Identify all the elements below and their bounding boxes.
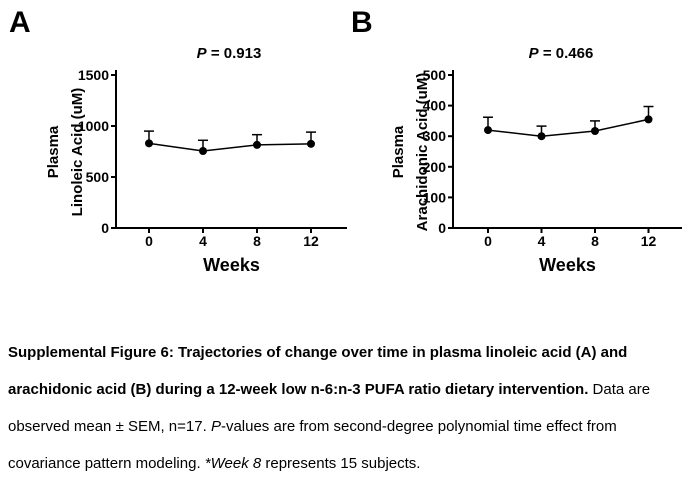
chart-a-plasma-linoleic-acid: P = 0.913 0 500 1000 1500 0 4 8 12 Weeks Plasma Lin…	[45, 45, 347, 275]
x-tick-label: 4	[199, 233, 207, 249]
data-point	[644, 115, 653, 124]
y-tick-label: 500	[86, 169, 110, 185]
caption-segment: *Week 8	[204, 455, 262, 472]
p-value-title: P = 0.466	[529, 45, 594, 62]
y-axis-title-line: Arachidonic Acid (uM)	[414, 73, 431, 232]
data-point	[537, 132, 546, 141]
y-tick-label: 0	[101, 220, 109, 236]
mean-line	[487, 118, 649, 137]
caption-segment: -values are from second-degree polynomia…	[220, 418, 617, 435]
y-tick-label: 200	[423, 159, 447, 175]
figure-caption: Supplemental Figure 6: Trajectories of c…	[8, 334, 698, 482]
panel-b: P = 0.466 0 100 200 300 400 500 0 4 8 12 Weeks Plasm…	[350, 0, 700, 300]
x-tick-label: 4	[538, 233, 546, 249]
panel-a: P = 0.913 0 500 1000 1500 0 4 8 12 Weeks Plasma Lin…	[0, 0, 350, 300]
caption-line: observed mean ± SEM, n=17. P-values are …	[8, 408, 698, 445]
data-point	[484, 126, 492, 135]
y-tick-label: 400	[423, 98, 447, 114]
y-axis-title-line: Linoleic Acid (uM)	[69, 88, 86, 217]
data-point	[307, 139, 315, 148]
x-tick-label: 12	[641, 233, 657, 249]
caption-segment: observed mean ± SEM, n=17.	[8, 418, 211, 435]
y-axis-title-line: Plasma	[45, 125, 62, 178]
caption-segment: P	[210, 418, 221, 435]
y-tick-label: 500	[423, 67, 447, 83]
p-value-title: P = 0.913	[197, 45, 262, 62]
x-axis-title: Weeks	[539, 255, 596, 275]
y-tick-label: 300	[423, 128, 447, 144]
x-tick-label: 0	[145, 233, 153, 249]
caption-segment: Data are	[588, 381, 651, 398]
y-tick-label: 100	[423, 189, 447, 205]
caption-segment: covariance pattern modeling.	[8, 455, 205, 472]
chart-b-plasma-arachidonic-acid: P = 0.466 0 100 200 300 400 500 0 4 8 12 Weeks Plasm…	[390, 45, 682, 275]
data-point	[591, 126, 599, 135]
y-tick-label: 0	[438, 220, 446, 236]
x-tick-label: 8	[253, 233, 261, 249]
caption-line: arachidonic acid (B) during a 12-week lo…	[8, 371, 698, 408]
caption-line: covariance pattern modeling. *Week 8 rep…	[8, 445, 698, 482]
panel-b-label: B	[351, 6, 373, 39]
y-axis-title-line: Plasma	[390, 125, 407, 178]
caption-segment: arachidonic acid (B) during a 12-week lo…	[8, 381, 589, 398]
data-point	[199, 146, 207, 155]
data-point	[253, 140, 261, 149]
x-axis-title: Weeks	[203, 255, 260, 275]
x-tick-label: 0	[484, 233, 492, 249]
y-tick-label: 1500	[78, 67, 109, 83]
y-tick-label: 1000	[78, 118, 109, 134]
x-tick-label: 12	[303, 233, 319, 249]
data-point	[145, 139, 153, 148]
panel-a-label: A	[9, 6, 31, 39]
caption-segment: represents 15 subjects.	[261, 455, 421, 472]
caption-segment: Supplemental Figure 6: Trajectories of c…	[8, 344, 628, 361]
caption-line: Supplemental Figure 6: Trajectories of c…	[8, 334, 698, 371]
mean-line	[148, 142, 312, 152]
x-tick-label: 8	[591, 233, 599, 249]
